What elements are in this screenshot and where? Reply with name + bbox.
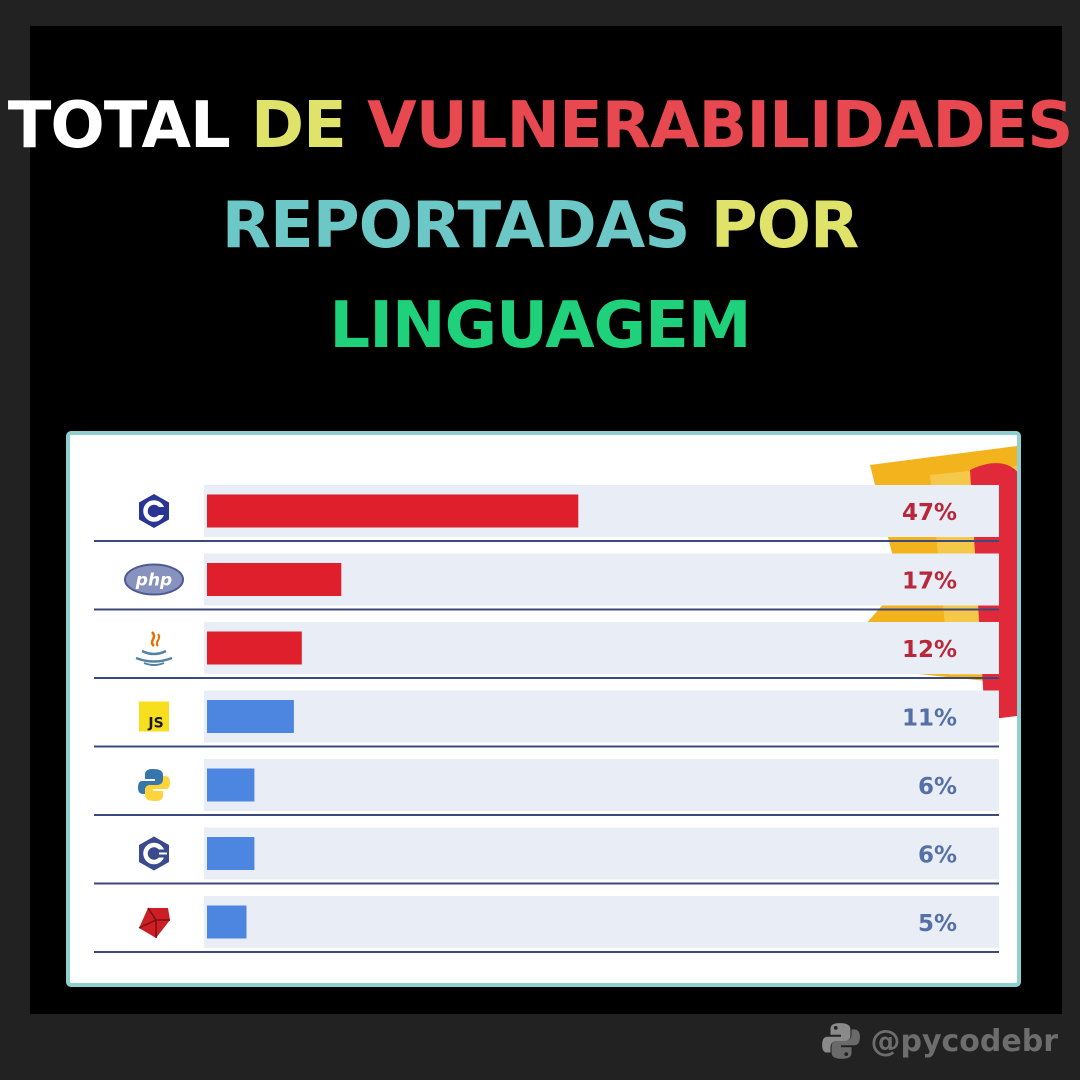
row-track	[204, 690, 999, 743]
value-label: 5%	[918, 911, 957, 937]
bar	[207, 905, 247, 939]
bar	[207, 837, 255, 870]
title-word: REPORTADAS	[221, 189, 691, 263]
title-word: DE	[251, 89, 347, 163]
bar	[207, 631, 302, 665]
bar-chart: 47% 17% php 12% 11% JS 6% 6% 5%	[94, 446, 1017, 953]
title-word: POR	[710, 189, 860, 263]
bar-row: 12%	[94, 622, 999, 679]
footer-watermark: @pycodebr	[820, 1016, 1058, 1066]
footer-handle: @pycodebr	[870, 1023, 1058, 1059]
value-label: 6%	[918, 774, 957, 800]
value-label: 47%	[902, 500, 957, 526]
bar-row: 6%	[94, 759, 999, 816]
svg-text:php: php	[135, 571, 172, 591]
c-logo-icon	[139, 494, 169, 528]
cpp-logo-icon	[139, 836, 169, 871]
row-track	[204, 622, 999, 674]
php-logo-icon: php	[124, 563, 184, 596]
js-logo-icon: JS	[139, 701, 169, 732]
title-word: LINGUAGEM	[329, 289, 751, 363]
title-line-2: REPORTADAS POR	[0, 194, 1080, 258]
bar-row: 6%	[94, 827, 999, 885]
python-logo-icon	[138, 769, 170, 801]
title-word: TOTAL	[7, 89, 231, 163]
bar-row: 17% php	[94, 553, 999, 611]
bar-row: 47%	[94, 485, 999, 542]
row-track	[204, 827, 999, 880]
title-line-1: TOTAL DE VULNERABILIDADES	[0, 94, 1080, 158]
java-logo-icon	[135, 631, 173, 666]
bar-row: 5%	[94, 896, 999, 953]
chart-card: 47% 17% php 12% 11% JS 6% 6% 5%	[66, 431, 1021, 987]
title-line-3: LINGUAGEM	[0, 294, 1080, 358]
bar	[207, 563, 342, 596]
svg-text:JS: JS	[147, 716, 163, 732]
bar	[207, 768, 255, 802]
value-label: 17%	[902, 569, 957, 595]
row-track	[204, 896, 999, 948]
ruby-logo-icon	[138, 907, 170, 938]
bar-row: 11% JS	[94, 690, 999, 748]
bar	[207, 494, 579, 528]
python-watermark-icon	[822, 1023, 861, 1059]
bar	[207, 700, 294, 733]
value-label: 6%	[918, 843, 957, 869]
title-word: VULNERABILIDADES	[367, 89, 1073, 163]
row-track	[204, 759, 999, 811]
value-label: 12%	[902, 637, 957, 663]
value-label: 11%	[902, 706, 957, 732]
